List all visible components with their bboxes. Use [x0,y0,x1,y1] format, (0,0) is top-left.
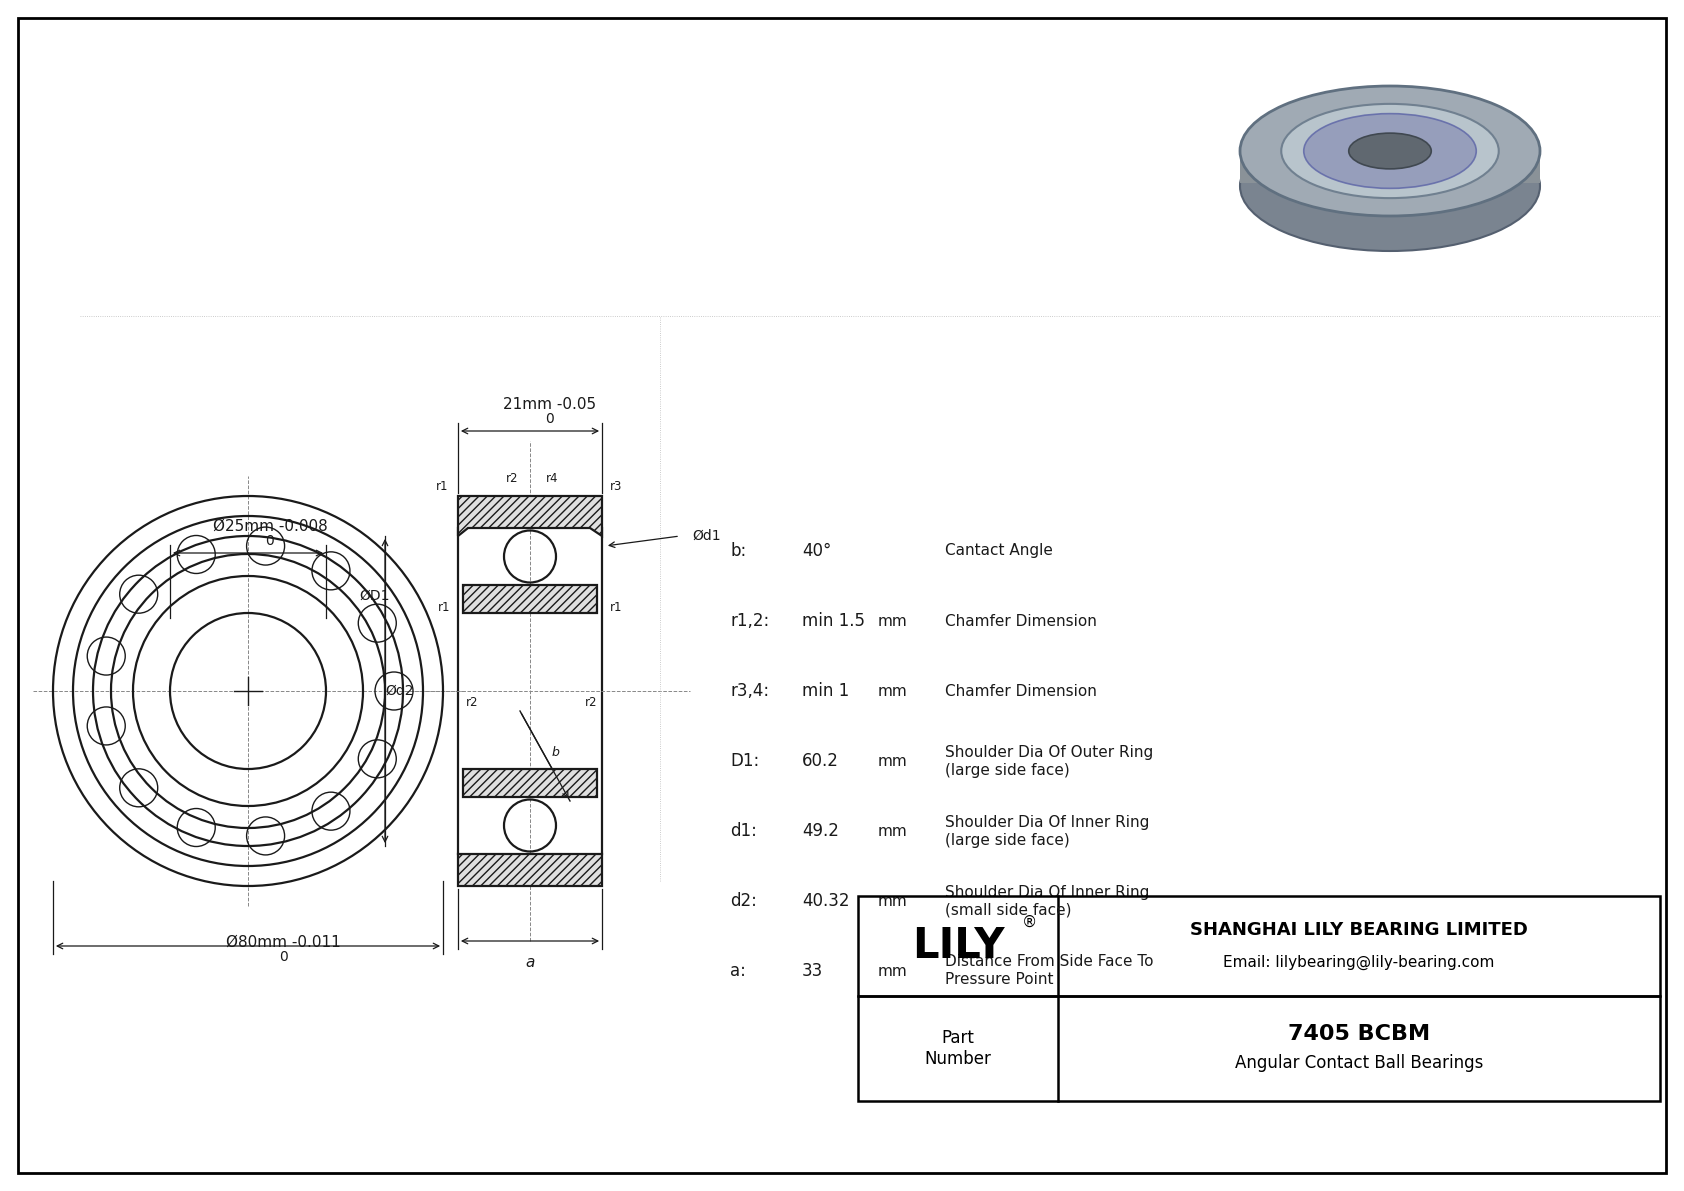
Text: ®: ® [1022,915,1037,929]
Text: r2: r2 [505,472,519,485]
Text: Angular Contact Ball Bearings: Angular Contact Ball Bearings [1234,1054,1484,1073]
Text: r1,2:: r1,2: [729,612,770,630]
Ellipse shape [1239,121,1539,251]
Ellipse shape [1239,86,1539,216]
Text: mm: mm [877,823,908,838]
Text: mm: mm [877,613,908,629]
Text: r1: r1 [438,601,450,615]
Text: 0: 0 [546,412,554,426]
Bar [859,996,1660,1100]
Text: mm: mm [877,754,908,768]
Polygon shape [1239,148,1539,182]
Text: d1:: d1: [729,822,756,840]
Text: (large side face): (large side face) [945,833,1069,848]
Text: r4: r4 [546,472,559,485]
Polygon shape [463,585,598,613]
Bar [859,896,1660,996]
Text: r2: r2 [584,696,598,709]
Text: 40°: 40° [802,542,832,560]
Text: a: a [525,955,536,969]
Ellipse shape [1349,133,1431,169]
Polygon shape [458,495,601,536]
Text: Distance From Side Face To: Distance From Side Face To [945,954,1154,969]
Text: Cantact Angle: Cantact Angle [945,543,1052,559]
Text: D1:: D1: [729,752,759,771]
Text: min 1.5: min 1.5 [802,612,866,630]
Text: 49.2: 49.2 [802,822,839,840]
Text: 40.32: 40.32 [802,892,849,910]
Text: LILY: LILY [911,925,1004,967]
Text: r1: r1 [610,601,623,615]
Text: 0: 0 [266,534,274,548]
Text: mm: mm [877,964,908,979]
Text: mm: mm [877,893,908,909]
Text: Chamfer Dimension: Chamfer Dimension [945,684,1096,698]
Text: (large side face): (large side face) [945,762,1069,778]
Ellipse shape [1282,104,1499,198]
Text: Shoulder Dia Of Inner Ring: Shoulder Dia Of Inner Ring [945,885,1150,899]
Text: Pressure Point: Pressure Point [945,973,1054,987]
Text: min 1: min 1 [802,682,849,700]
Text: 7405 BCBM: 7405 BCBM [1288,1023,1430,1043]
Text: Ø25mm -0.008: Ø25mm -0.008 [212,519,327,534]
Text: (small side face): (small side face) [945,903,1071,917]
Text: Shoulder Dia Of Inner Ring: Shoulder Dia Of Inner Ring [945,815,1150,829]
Polygon shape [458,854,601,886]
Text: Ø80mm -0.011: Ø80mm -0.011 [226,935,340,950]
Text: Part
Number: Part Number [925,1029,992,1068]
Text: r3,4:: r3,4: [729,682,770,700]
Text: Email: lilybearing@lily-bearing.com: Email: lilybearing@lily-bearing.com [1223,954,1495,969]
Text: Ød1: Ød1 [692,529,721,543]
Text: r2: r2 [466,696,478,709]
Text: mm: mm [877,684,908,698]
Text: Shoulder Dia Of Outer Ring: Shoulder Dia Of Outer Ring [945,744,1154,760]
Text: d2:: d2: [729,892,756,910]
Text: r1: r1 [436,480,448,493]
Text: a:: a: [729,962,746,980]
Text: Chamfer Dimension: Chamfer Dimension [945,613,1096,629]
Ellipse shape [1303,113,1477,188]
Text: b: b [552,747,559,760]
Text: SHANGHAI LILY BEARING LIMITED: SHANGHAI LILY BEARING LIMITED [1191,921,1527,939]
Polygon shape [463,769,598,797]
Text: ØD1: ØD1 [360,590,391,603]
Text: 33: 33 [802,962,823,980]
Text: b:: b: [729,542,746,560]
Text: 21mm -0.05: 21mm -0.05 [504,397,596,412]
Text: r3: r3 [610,480,623,493]
Text: 0: 0 [278,950,288,964]
Text: Ød2: Ød2 [386,684,414,698]
Text: 60.2: 60.2 [802,752,839,771]
